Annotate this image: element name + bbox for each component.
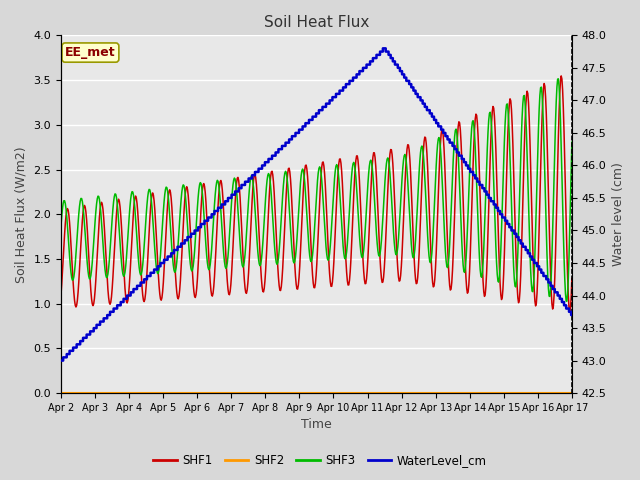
X-axis label: Time: Time — [301, 419, 332, 432]
Text: EE_met: EE_met — [65, 46, 116, 59]
Y-axis label: Water level (cm): Water level (cm) — [612, 162, 625, 266]
Y-axis label: Soil Heat Flux (W/m2): Soil Heat Flux (W/m2) — [15, 146, 28, 283]
Title: Soil Heat Flux: Soil Heat Flux — [264, 15, 369, 30]
Legend: SHF1, SHF2, SHF3, WaterLevel_cm: SHF1, SHF2, SHF3, WaterLevel_cm — [148, 449, 492, 472]
